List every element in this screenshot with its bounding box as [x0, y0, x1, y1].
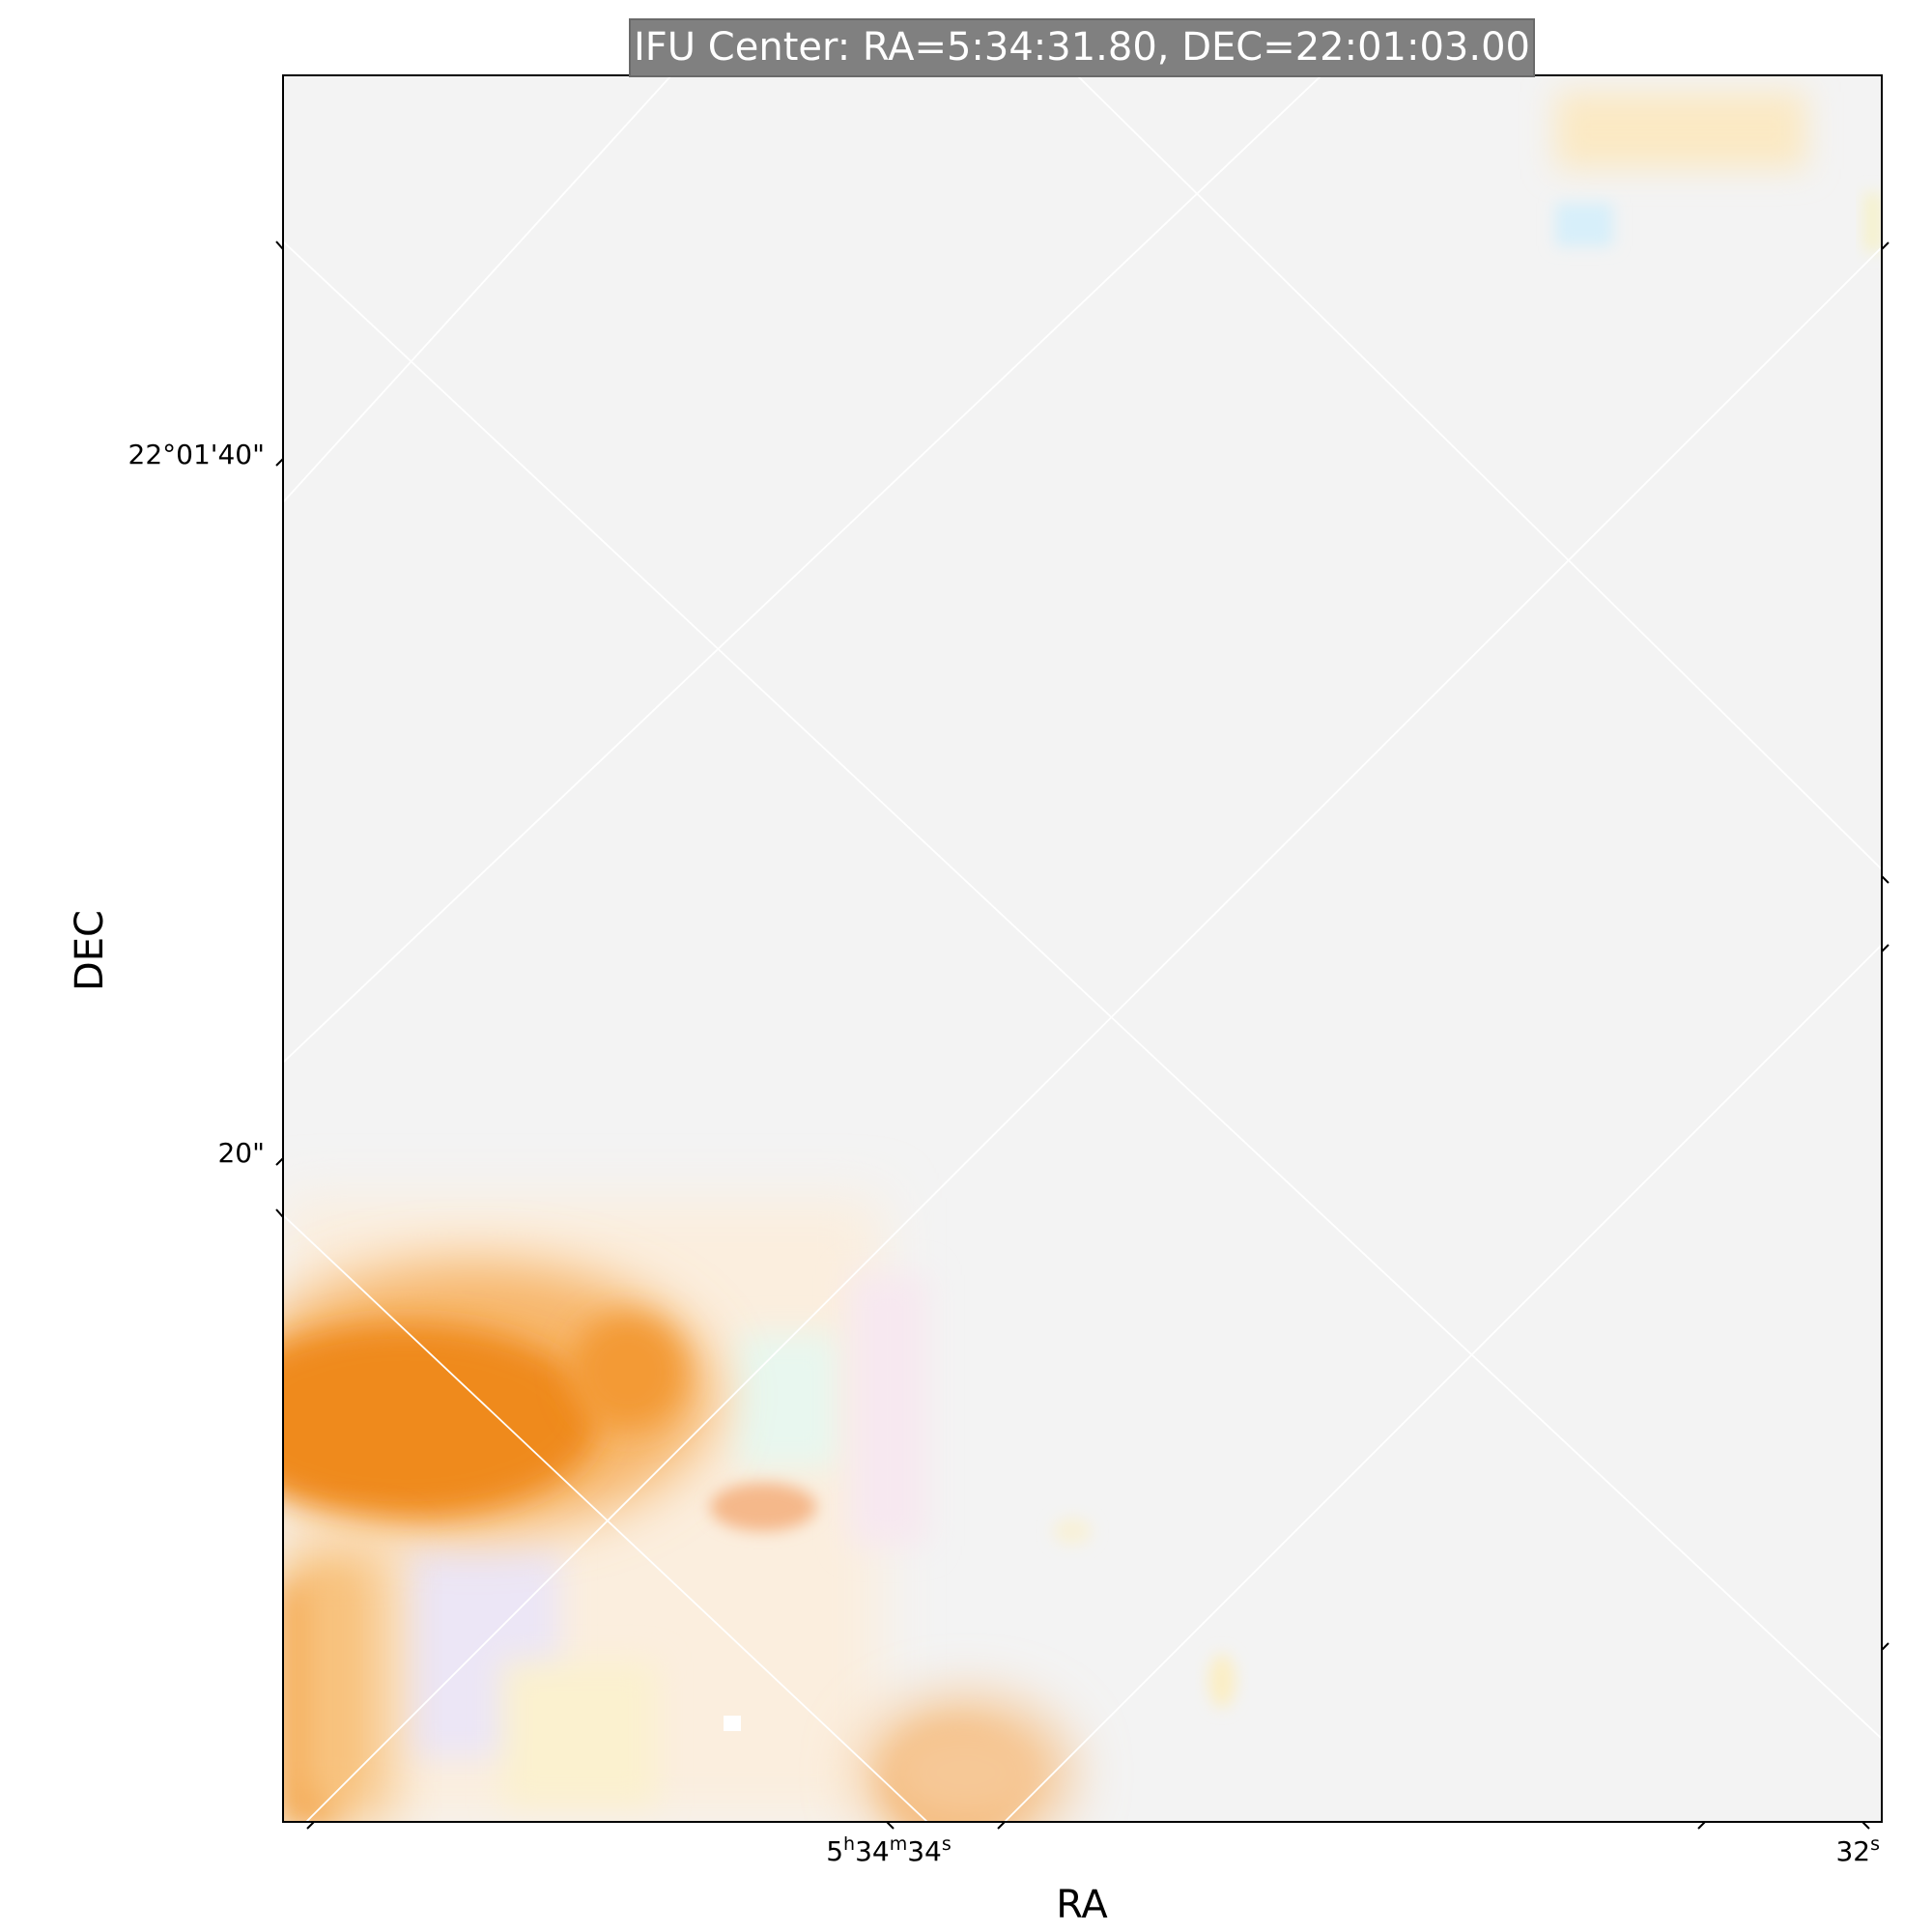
haze-patch-pink — [850, 1275, 927, 1546]
x-axis-label: RA — [1056, 1883, 1108, 1927]
haze-patch-yellow — [502, 1662, 657, 1806]
grid-line-dec — [305, 246, 1882, 1822]
grid-line-dec — [1004, 944, 1882, 1822]
flux-map — [283, 92, 1882, 1822]
x-tick-mark — [886, 1821, 895, 1830]
source-top-right-blue — [1555, 203, 1613, 246]
grid-line-ra — [1076, 75, 1882, 870]
x-tick-mark — [1861, 1821, 1870, 1830]
source-edge-streak-glow — [283, 1546, 389, 1822]
source-main-knot — [570, 1314, 686, 1430]
source-faint-dot-1 — [1208, 1654, 1236, 1708]
right-tick-mark — [1881, 1642, 1889, 1651]
source-top-right-yellow — [1555, 92, 1806, 169]
x-tick-label: 32s — [1835, 1833, 1880, 1867]
source-top-right-edge — [1864, 193, 1882, 251]
chart-title: IFU Center: RA=5:34:31.80, DEC=22:01:03.… — [634, 25, 1530, 70]
x-tick-label: 5h34m34s — [826, 1833, 952, 1867]
y-tick-mark — [275, 1157, 284, 1166]
x-tick-mark — [306, 1821, 315, 1830]
grid-line-ra — [283, 241, 1882, 1740]
source-main-core — [283, 1323, 599, 1517]
right-tick-mark — [1881, 242, 1889, 250]
y-tick-label: 20" — [217, 1137, 265, 1169]
source-bottom-center-glow — [860, 1695, 1072, 1822]
haze-patch-mint — [734, 1333, 840, 1468]
y-axis-label: DEC — [68, 910, 112, 991]
title-box — [629, 18, 1535, 77]
grid-line-dec — [283, 75, 672, 503]
y-tick-mark — [275, 458, 284, 467]
y-tick-mark — [275, 241, 284, 250]
y-tick-mark — [275, 1208, 284, 1218]
bright-pixel — [724, 1716, 741, 1731]
x-tick-mark — [997, 1821, 1006, 1830]
coordinate-grid — [283, 75, 1882, 1822]
grid-line-ra — [283, 1214, 928, 1822]
grid-line-dec — [283, 75, 1322, 1064]
right-tick-mark — [1881, 875, 1889, 884]
source-faint-dot-2 — [1053, 1518, 1092, 1545]
y-tick-label: 22°01'40" — [128, 439, 265, 470]
source-small-knot — [710, 1483, 816, 1531]
right-tick-mark — [1881, 944, 1889, 952]
x-tick-mark — [1697, 1821, 1706, 1830]
